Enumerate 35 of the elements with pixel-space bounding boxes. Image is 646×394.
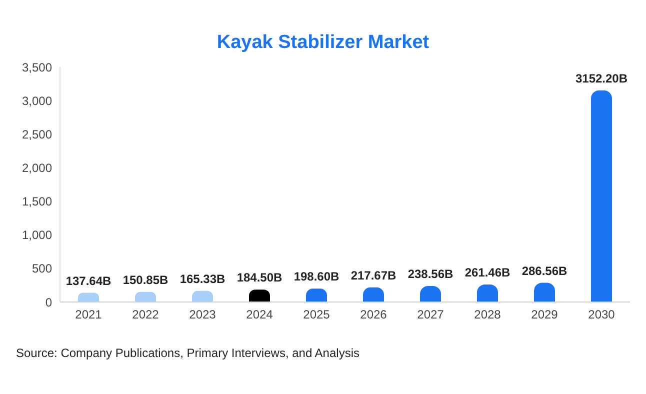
data-label: 261.46B (464, 265, 511, 280)
data-label: 238.56B (408, 266, 454, 281)
bar (78, 292, 99, 302)
y-tick-label: 0 (45, 295, 52, 310)
x-tick-label: 2026 (360, 308, 388, 322)
bar (192, 290, 213, 302)
y-tick-label: 500 (32, 262, 52, 276)
y-tick-label: 1,000 (22, 228, 52, 242)
x-tick-label: 2029 (531, 308, 558, 322)
x-tick-label: 2025 (303, 308, 330, 322)
x-tick-label: 2030 (588, 308, 616, 322)
data-label: 217.67B (350, 268, 397, 282)
x-tick-label: 2028 (474, 308, 502, 322)
source-note: Source: Company Publications, Primary Interviews, and Analysis (16, 346, 360, 360)
data-label: 198.60B (294, 270, 340, 284)
chart-title: Kayak Stabilizer Market (216, 32, 430, 54)
bar (249, 290, 270, 302)
y-tick-label: 2,500 (22, 127, 52, 142)
data-label: 286.56B (522, 264, 568, 278)
x-tick-label: 2023 (189, 308, 216, 322)
data-label: 3152.20B (575, 71, 628, 86)
x-tick-label: 2022 (132, 308, 160, 322)
data-label: 184.50B (236, 270, 283, 285)
y-tick-label: 3,500 (22, 60, 52, 74)
y-tick-label: 3,000 (22, 94, 52, 108)
bar (135, 292, 156, 302)
data-label: 165.33B (180, 272, 226, 286)
data-label: 150.85B (122, 272, 169, 287)
x-tick-label: 2021 (75, 308, 102, 322)
data-label: 137.64B (66, 274, 112, 288)
y-tick-label: 2,000 (22, 160, 52, 175)
x-tick-label: 2027 (417, 308, 444, 322)
bar (591, 90, 612, 302)
x-tick-label: 2024 (246, 308, 274, 322)
y-tick-label: 1,500 (22, 194, 52, 209)
